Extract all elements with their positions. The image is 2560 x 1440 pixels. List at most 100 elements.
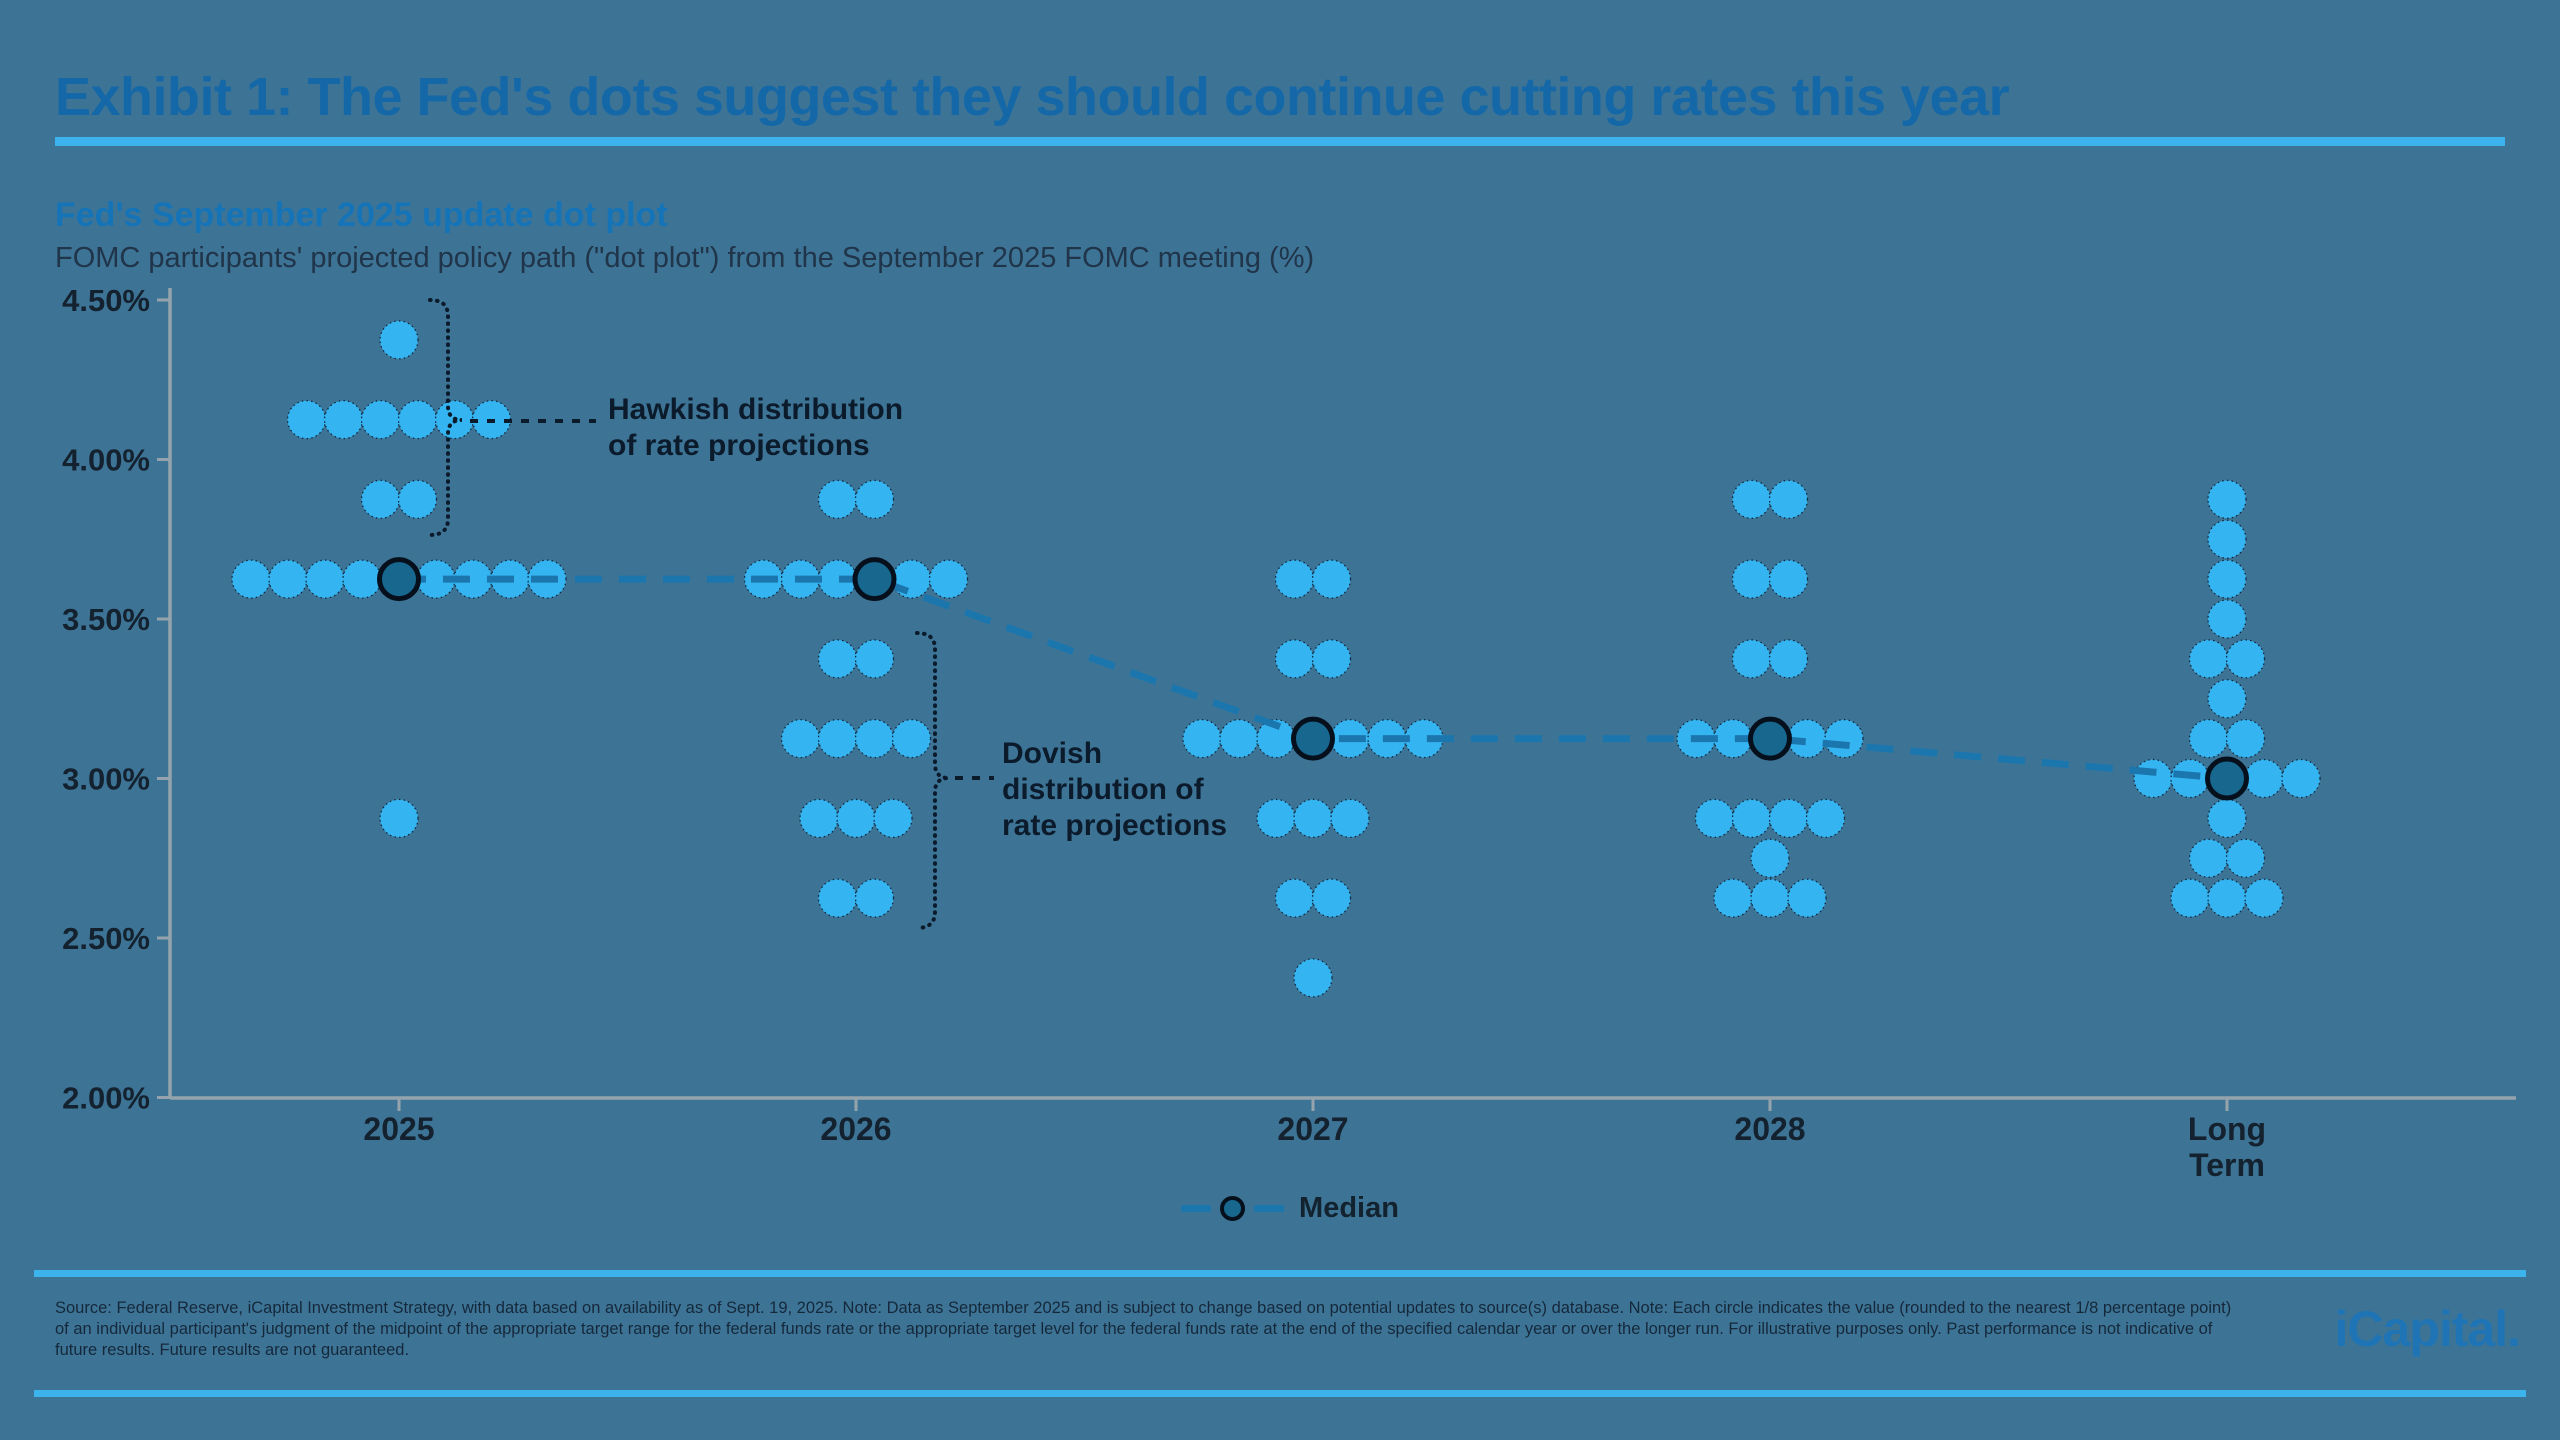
rate-projection-dot: [1311, 639, 1352, 679]
hawkish-annotation-line2: of rate projections: [608, 429, 870, 462]
y-axis-label: 2.50%: [62, 921, 150, 956]
rate-projection-dot: [817, 878, 858, 918]
median-dot-icon: [1220, 1195, 1246, 1221]
rate-projection-dot: [1274, 878, 1315, 918]
rate-projection-dot: [891, 559, 932, 599]
rate-projection-dot: [2207, 599, 2247, 639]
rate-projection-dot: [854, 878, 895, 918]
projection-dots: [231, 320, 2321, 998]
rate-projection-dot: [2207, 559, 2247, 599]
rate-projection-dot: [2244, 758, 2284, 799]
rate-projection-dot: [2225, 639, 2266, 679]
page-title: Exhibit 1: The Fed's dots suggest they s…: [55, 67, 2010, 127]
rate-projection-dot: [1750, 838, 1790, 878]
x-axis-label: 2028: [1734, 1111, 1805, 1147]
dovish-annotation-line1: Dovish: [1002, 737, 1103, 770]
rate-projection-dot: [1824, 718, 1864, 759]
rate-projection-dot: [268, 559, 308, 599]
rate-projection-dot: [780, 718, 821, 759]
rate-projection-dot: [397, 399, 438, 440]
rate-projection-dot: [2188, 838, 2229, 878]
median-legend-label: Median: [1299, 1191, 1399, 1224]
median-legend: Median: [1140, 1184, 1440, 1232]
rate-projection-dot: [1330, 798, 1370, 839]
rate-projection-dot: [1787, 878, 1827, 918]
dovish-annotation: Dovish distribution of rate projections: [1002, 736, 1227, 844]
rate-projection-dot: [305, 559, 345, 599]
chart-description: FOMC participants' projected policy path…: [55, 242, 1315, 274]
median-dot: [377, 557, 421, 602]
rate-projection-dot: [1731, 479, 1772, 520]
x-axis-label: 2027: [1277, 1111, 1348, 1147]
rate-projection-dot: [854, 718, 895, 759]
rate-projection-dot: [2170, 878, 2210, 918]
rate-projection-dot: [2244, 878, 2284, 918]
rate-projection-dot: [1274, 559, 1315, 599]
rate-projection-dot: [817, 639, 858, 679]
rate-projection-dot: [2133, 758, 2173, 799]
rate-projection-dot: [231, 559, 271, 599]
rate-projection-dot: [323, 399, 364, 440]
rate-projection-dot: [2207, 679, 2247, 719]
rate-projection-dot: [1713, 878, 1753, 918]
rate-projection-dot: [799, 798, 839, 839]
annotation-braces: [428, 298, 994, 930]
rate-projection-dot: [2207, 878, 2247, 918]
rate-projection-dot: [1768, 559, 1809, 599]
icapital-logo: iCapital.: [2334, 1301, 2521, 1357]
rate-projection-dot: [2207, 519, 2247, 559]
rate-projection-dot: [342, 559, 382, 599]
median-dot: [1291, 716, 1335, 761]
rate-projection-dot: [1768, 639, 1809, 679]
rate-projection-dot: [379, 320, 419, 360]
rate-projection-dot: [2281, 758, 2321, 799]
median-line-dash-icon: [1181, 1204, 1212, 1212]
rate-projection-dot: [2225, 718, 2266, 759]
rate-projection-dot: [1731, 559, 1772, 599]
rate-projection-dot: [360, 399, 401, 440]
rate-projection-dot: [2225, 838, 2266, 878]
rate-projection-dot: [2207, 798, 2247, 839]
median-path: [377, 557, 2249, 801]
footer-divider-bottom: [34, 1390, 2526, 1397]
rate-projection-dot: [1731, 639, 1772, 679]
axes: 4.50% 4.00% 3.50% 3.00% 2.50% 2.00% 2025 2026 20…: [62, 283, 2516, 1183]
x-axis-label: Long Term: [2188, 1111, 2266, 1183]
dovish-annotation-line3: rate projections: [1002, 809, 1228, 842]
rate-projection-dot: [379, 798, 419, 839]
rate-projection-dot: [397, 479, 438, 520]
y-axis-label: 2.00%: [62, 1081, 150, 1116]
rate-projection-dot: [1731, 798, 1772, 839]
rate-projection-dot: [854, 479, 895, 520]
rate-projection-dot: [1805, 798, 1846, 839]
rate-projection-dot: [1311, 878, 1352, 918]
rate-projection-dot: [1768, 479, 1809, 520]
rate-projection-dot: [2207, 479, 2247, 520]
hawkish-annotation-line1: Hawkish distribution: [608, 393, 904, 426]
chart-subtitle: Fed's September 2025 update dot plot: [55, 196, 668, 234]
median-dot: [1748, 716, 1792, 761]
rate-projection-dot: [836, 798, 876, 839]
rate-projection-dot: [360, 479, 401, 520]
rate-projection-dot: [817, 718, 858, 759]
dovish-annotation-line2: distribution of: [1002, 773, 1204, 806]
median-line-dash-icon: [1254, 1204, 1285, 1212]
rate-projection-dot: [1293, 958, 1333, 998]
rate-projection-dot: [1750, 878, 1790, 918]
rate-projection-dot: [854, 639, 895, 679]
y-axis-label: 3.00%: [62, 762, 150, 797]
x-axis-label: 2026: [820, 1111, 891, 1147]
title-underline: [55, 137, 2505, 146]
rate-projection-dot: [286, 399, 327, 440]
median-dot: [2205, 756, 2249, 801]
rate-projection-dot: [1256, 798, 1296, 839]
rate-projection-dot: [817, 479, 858, 520]
rate-projection-dot: [1274, 639, 1315, 679]
hawkish-brace: [428, 298, 463, 537]
rate-projection-dot: [928, 559, 969, 599]
rate-projection-dot: [1694, 798, 1735, 839]
rate-projection-dot: [891, 718, 932, 759]
dovish-brace: [915, 631, 950, 930]
